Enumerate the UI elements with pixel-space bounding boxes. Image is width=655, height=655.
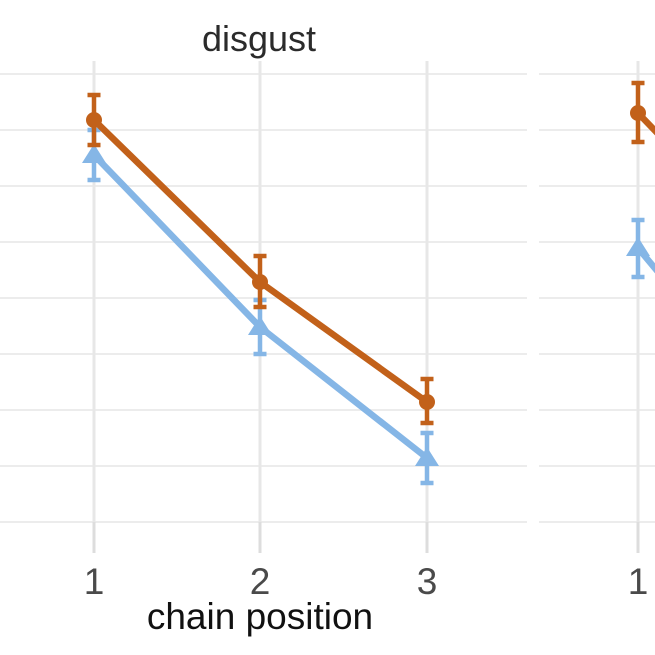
point-marker-triangle — [415, 447, 439, 466]
point-marker-triangle — [626, 237, 650, 256]
point-marker-circle — [252, 274, 268, 290]
point-marker-circle — [419, 394, 435, 410]
x-tick-label: 3 — [416, 561, 438, 602]
x-tick-label: 2 — [249, 561, 271, 602]
point-marker-circle — [86, 112, 102, 128]
point-marker-triangle — [82, 144, 106, 163]
x-tick-label: 1 — [83, 561, 105, 602]
point-marker-circle — [630, 105, 646, 121]
facet-strip-title: disgust — [201, 18, 317, 59]
x-axis-title: chain position — [146, 596, 374, 637]
x-tick-label: 1 — [627, 561, 649, 602]
point-marker-triangle — [248, 316, 272, 335]
